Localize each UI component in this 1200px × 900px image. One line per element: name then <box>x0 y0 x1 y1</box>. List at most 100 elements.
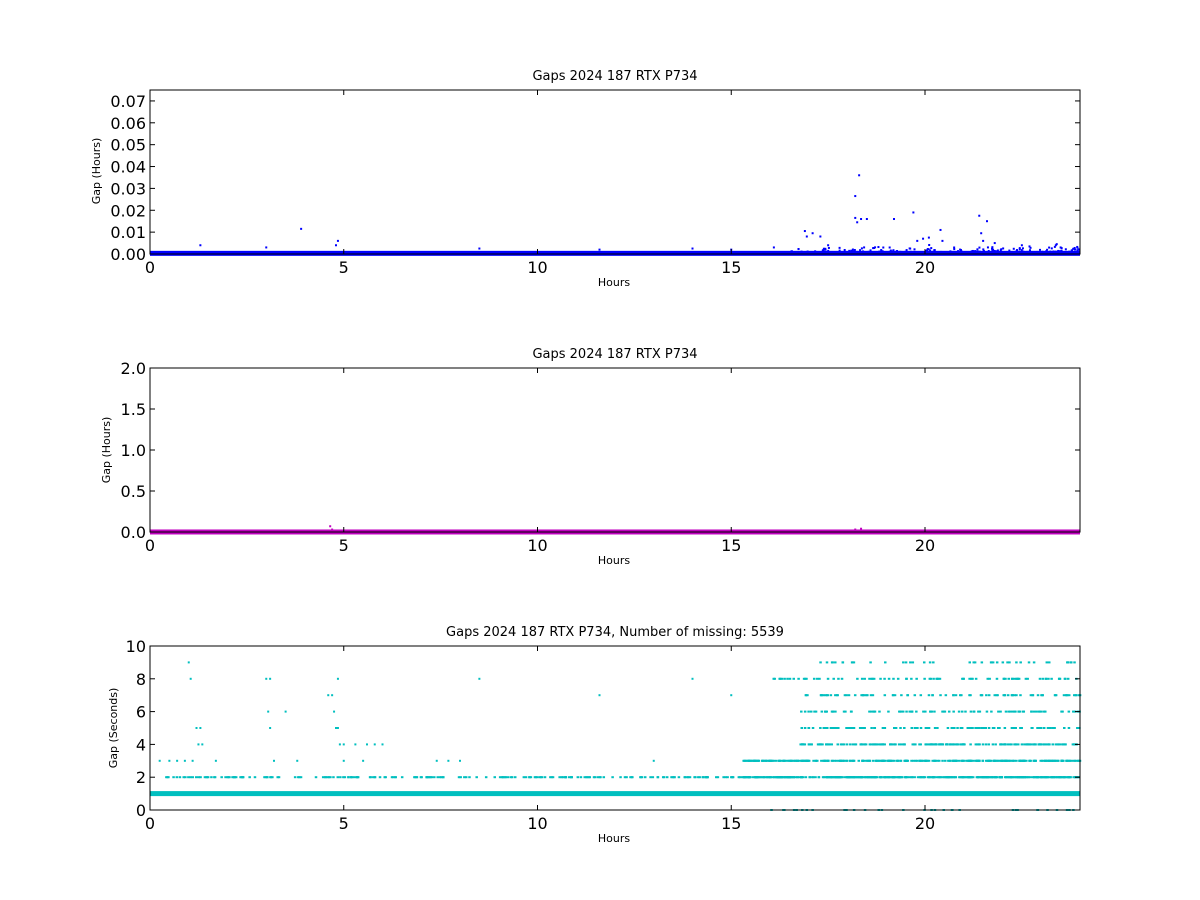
data-point <box>1048 246 1051 249</box>
data-point <box>314 776 318 779</box>
data-point <box>1026 251 1029 254</box>
data-point <box>167 776 170 779</box>
data-point <box>803 710 807 713</box>
panel-3-ylabel: Gap (Seconds) <box>107 688 120 769</box>
data-point <box>1001 759 1004 762</box>
data-point <box>293 776 297 779</box>
data-point <box>1044 743 1048 746</box>
data-point <box>463 776 466 779</box>
data-point <box>524 776 528 779</box>
data-point <box>823 710 827 713</box>
data-point <box>926 249 929 252</box>
data-point <box>1075 759 1078 762</box>
data-point <box>898 710 901 713</box>
data-point <box>1041 677 1045 680</box>
data-point <box>952 694 955 697</box>
data-point <box>868 710 871 713</box>
data-point <box>1019 694 1022 697</box>
data-point <box>1067 694 1071 697</box>
data-point <box>1069 661 1073 664</box>
data-point <box>1015 249 1018 252</box>
data-point <box>981 743 985 746</box>
data-point <box>839 251 842 254</box>
data-point <box>859 249 862 252</box>
data-point <box>938 776 941 779</box>
data-point <box>1003 743 1006 746</box>
data-point <box>982 248 985 251</box>
data-point <box>872 710 875 713</box>
data-point <box>1022 250 1025 253</box>
data-point <box>1053 694 1057 697</box>
data-point <box>277 776 281 779</box>
data-point <box>1065 776 1069 779</box>
data-point <box>994 250 997 253</box>
data-point <box>939 694 942 697</box>
data-point <box>1013 776 1017 779</box>
data-point <box>651 776 655 779</box>
data-point <box>932 677 935 680</box>
data-point <box>336 239 339 242</box>
data-point <box>875 759 879 762</box>
data-point <box>909 247 912 250</box>
data-point <box>940 776 943 779</box>
data-point <box>792 759 796 762</box>
data-point <box>762 776 765 779</box>
data-point <box>459 776 462 779</box>
data-point <box>812 677 816 680</box>
data-point <box>342 759 345 762</box>
data-point <box>795 251 798 254</box>
data-point <box>985 694 988 697</box>
data-point <box>656 776 660 779</box>
data-point <box>1065 694 1068 697</box>
data-point <box>878 776 882 779</box>
data-point <box>324 776 327 779</box>
data-point <box>956 727 959 729</box>
data-point <box>187 776 190 779</box>
data-point <box>960 759 963 762</box>
data-point <box>873 743 877 746</box>
data-point <box>853 694 857 697</box>
x-tick-label: 10 <box>527 536 547 555</box>
data-point <box>792 776 796 779</box>
data-point <box>955 743 958 746</box>
panel-3-title: Gaps 2024 187 RTX P734, Number of missin… <box>446 625 784 640</box>
data-point <box>686 776 690 779</box>
data-point <box>528 776 531 779</box>
data-point <box>861 727 864 729</box>
data-point <box>822 727 826 729</box>
data-point <box>1026 252 1029 255</box>
data-point <box>897 743 901 746</box>
data-point <box>959 251 962 254</box>
data-point <box>1004 252 1007 255</box>
data-point <box>817 743 821 746</box>
data-point <box>952 776 956 779</box>
data-point <box>558 776 561 779</box>
data-point <box>941 239 944 242</box>
data-point <box>829 251 832 254</box>
data-point <box>1037 743 1041 746</box>
data-point <box>869 249 872 252</box>
data-point <box>373 743 376 746</box>
data-point <box>579 776 583 779</box>
data-point <box>1076 245 1079 248</box>
data-point <box>1063 776 1066 779</box>
data-point <box>1068 250 1071 253</box>
data-point <box>1027 776 1030 779</box>
data-point <box>965 776 968 779</box>
data-point <box>753 776 757 779</box>
data-point <box>598 694 601 697</box>
data-point <box>1039 759 1042 762</box>
data-point <box>912 759 915 762</box>
data-point <box>962 759 965 762</box>
data-point <box>780 776 784 779</box>
data-point <box>1032 661 1036 664</box>
data-point <box>812 252 815 255</box>
data-point <box>1013 252 1016 255</box>
data-point <box>1006 661 1009 664</box>
data-point <box>863 246 866 249</box>
panel-3: Gaps 2024 187 RTX P734, Number of missin… <box>107 625 1082 845</box>
x-tick-label: 10 <box>527 258 547 277</box>
data-point <box>813 710 816 713</box>
data-point <box>1015 776 1018 779</box>
data-point <box>819 235 822 238</box>
